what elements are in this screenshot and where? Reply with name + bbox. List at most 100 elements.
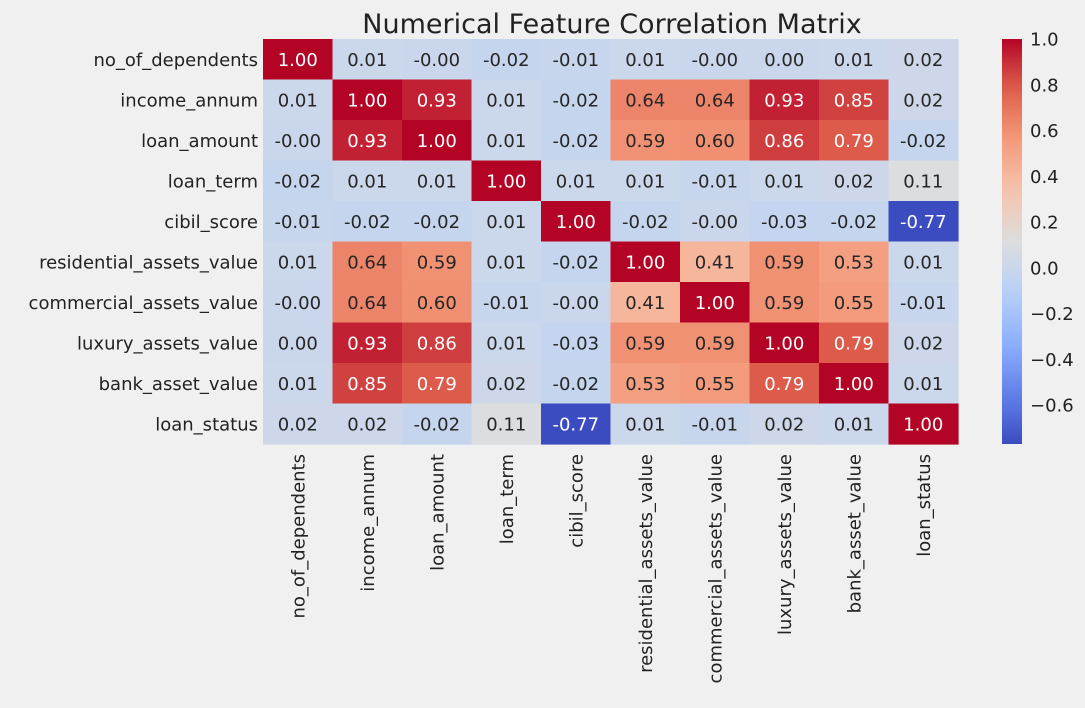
heatmap-cell — [541, 201, 612, 243]
heatmap-cell — [263, 201, 334, 243]
row-tick-label: cibil_score — [164, 212, 258, 233]
heatmap-cell-label: 1.00 — [695, 293, 735, 314]
heatmap-cell — [332, 79, 403, 121]
heatmap-cell-label: 0.64 — [695, 90, 735, 111]
heatmap-cell-label: 0.79 — [764, 374, 804, 395]
colorbar-tick-label: −0.2 — [1030, 304, 1074, 325]
heatmap-cell-label: -0.01 — [274, 212, 321, 233]
heatmap-cell — [819, 282, 890, 324]
heatmap-cell-label: -0.02 — [344, 212, 391, 233]
heatmap-cell — [263, 241, 334, 283]
heatmap-cell — [332, 201, 403, 243]
column-tick-label: cibil_score — [566, 454, 587, 548]
heatmap-cell — [680, 79, 751, 121]
heatmap-cell-label: 0.60 — [417, 293, 457, 314]
heatmap-cell — [263, 120, 334, 162]
heatmap-cell-label: 0.01 — [486, 90, 526, 111]
heatmap-cell-label: 0.59 — [764, 252, 804, 273]
heatmap-cell — [263, 363, 334, 405]
heatmap-cell-label: -0.00 — [691, 212, 738, 233]
column-tick-label: commercial_assets_value — [705, 454, 726, 683]
heatmap-cell-label: 0.01 — [834, 414, 874, 435]
heatmap-cell — [471, 39, 542, 81]
heatmap-cell-label: -0.77 — [552, 414, 599, 435]
heatmap-cell-label: 0.86 — [764, 131, 804, 152]
heatmap-cell-label: 0.02 — [347, 414, 387, 435]
heatmap-cell-label: -0.02 — [274, 171, 321, 192]
heatmap-cell — [610, 363, 681, 405]
heatmap-cell-label: 0.02 — [486, 374, 526, 395]
row-tick-label: loan_status — [155, 414, 258, 435]
heatmap-cell-label: -0.01 — [691, 171, 738, 192]
heatmap-cell — [471, 403, 542, 445]
heatmap-cell — [402, 363, 473, 405]
heatmap-cell-label: 0.53 — [834, 252, 874, 273]
heatmap-cell-label: 1.00 — [834, 374, 874, 395]
heatmap-cell-label: 1.00 — [486, 171, 526, 192]
column-tick-label: residential_assets_value — [636, 454, 657, 673]
heatmap-cell-label: 0.79 — [834, 131, 874, 152]
heatmap-cell — [541, 120, 612, 162]
heatmap-cell-label: 0.59 — [695, 333, 735, 354]
heatmap-cell — [471, 120, 542, 162]
heatmap-cell — [610, 403, 681, 445]
heatmap-cell — [680, 403, 751, 445]
heatmap-cell — [471, 282, 542, 324]
heatmap-cell-label: 0.60 — [695, 131, 735, 152]
column-tick-label: income_annum — [358, 454, 379, 592]
heatmap-cell — [263, 322, 334, 364]
heatmap-cell — [402, 39, 473, 81]
heatmap-cell — [332, 363, 403, 405]
heatmap-cell — [819, 120, 890, 162]
heatmap-cell — [888, 363, 959, 405]
heatmap-cell — [332, 241, 403, 283]
heatmap-cell-label: -0.01 — [900, 293, 947, 314]
heatmap-cell-label: 0.93 — [764, 90, 804, 111]
heatmap-cell-label: 1.00 — [764, 333, 804, 354]
heatmap-cell — [263, 39, 334, 81]
heatmap-cell — [471, 201, 542, 243]
heatmap-cell — [749, 201, 820, 243]
heatmap-cell-label: 0.79 — [834, 333, 874, 354]
heatmap-cell-label: 0.02 — [764, 414, 804, 435]
heatmap-cell-label: 0.02 — [278, 414, 318, 435]
colorbar-tick-label: 0.4 — [1030, 167, 1059, 188]
heatmap-cell-label: 0.59 — [625, 333, 665, 354]
heatmap-cell — [680, 160, 751, 202]
heatmap-cell — [610, 201, 681, 243]
heatmap-cell-label: -0.01 — [691, 414, 738, 435]
column-tick-label: loan_amount — [427, 454, 448, 571]
column-tick-label: no_of_dependents — [288, 454, 309, 619]
row-tick-label: commercial_assets_value — [29, 293, 258, 314]
heatmap-cell-label: -0.77 — [900, 212, 947, 233]
heatmap-cell — [402, 241, 473, 283]
heatmap-cell — [402, 201, 473, 243]
row-tick-label: no_of_dependents — [93, 50, 258, 71]
heatmap-cell — [541, 363, 612, 405]
heatmap-cell — [749, 363, 820, 405]
heatmap-cell-label: 0.79 — [417, 374, 457, 395]
heatmap-cell — [888, 241, 959, 283]
heatmap-cell-label: 0.11 — [486, 414, 526, 435]
heatmap-cell-label: 1.00 — [278, 50, 318, 71]
column-tick-label: loan_term — [497, 454, 518, 544]
heatmap-cell-label: 0.00 — [278, 333, 318, 354]
heatmap-cell-label: 0.02 — [834, 171, 874, 192]
heatmap-cell-label: -0.02 — [900, 131, 947, 152]
heatmap-cell-label: 0.01 — [903, 252, 943, 273]
heatmap-cell-label: 1.00 — [417, 131, 457, 152]
heatmap-cell-label: -0.02 — [483, 50, 530, 71]
heatmap-cell-label: 0.86 — [417, 333, 457, 354]
heatmap-cell-label: 0.01 — [278, 374, 318, 395]
row-labels: no_of_dependents income_annum loan_amountl… — [29, 50, 258, 436]
heatmap-cell-label: 0.01 — [417, 171, 457, 192]
heatmap-cell-label: 0.01 — [347, 50, 387, 71]
row-tick-label: bank_asset_value — [99, 374, 258, 395]
heatmap-cell — [610, 160, 681, 202]
heatmap-cell — [610, 322, 681, 364]
heatmap-cell-label: 0.59 — [764, 293, 804, 314]
heatmap-cell-label: -0.03 — [552, 333, 599, 354]
heatmap-cell — [402, 120, 473, 162]
heatmap-cell — [680, 201, 751, 243]
heatmap-cell — [332, 403, 403, 445]
